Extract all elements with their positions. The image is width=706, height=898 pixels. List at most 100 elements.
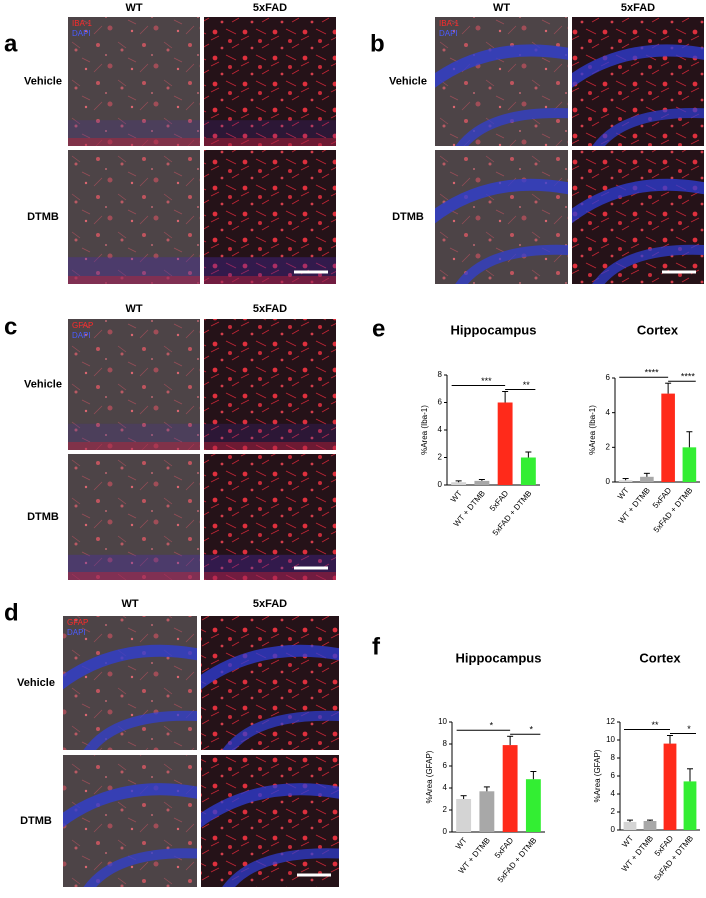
micrograph-image — [68, 319, 200, 450]
chart-title: Cortex — [637, 322, 679, 337]
y-tick-label: 0 — [606, 477, 611, 486]
nuclear-layer — [455, 244, 568, 284]
y-tick-label: 6 — [611, 771, 616, 780]
nuclear-stain — [68, 120, 200, 146]
micrograph — [201, 755, 339, 887]
stain-legend: IBA-1 — [439, 19, 460, 28]
edge-signal — [204, 138, 336, 146]
stain-legend: GFAP — [67, 618, 88, 627]
row-label: Vehicle — [389, 75, 427, 87]
nuclear-layer — [201, 644, 339, 690]
nuclear-stain — [68, 554, 200, 580]
significance-label: **** — [681, 372, 696, 382]
bar — [474, 480, 490, 485]
nuclear-stain — [68, 257, 200, 284]
significance-label: * — [529, 725, 533, 735]
panel-letter: c — [4, 313, 17, 340]
y-tick-label: 0 — [443, 827, 448, 836]
row-label: Vehicle — [24, 75, 62, 87]
y-axis-label: %Area (Iba-1) — [588, 405, 597, 455]
column-header: WT — [125, 303, 142, 315]
x-tick-label: 5xFAD + DTMB — [652, 486, 695, 535]
micrograph-image — [201, 616, 339, 750]
micrograph-image — [63, 755, 197, 887]
edge-signal — [204, 442, 336, 450]
micrograph — [572, 150, 704, 284]
y-tick-label: 10 — [606, 735, 615, 744]
micrograph — [201, 616, 339, 750]
column-header: WT — [493, 2, 510, 14]
bar — [451, 482, 467, 485]
y-axis-label: %Area (Iba-1) — [420, 405, 429, 455]
stain-legend: DAPI — [67, 628, 86, 637]
bar — [520, 457, 536, 485]
edge-signal — [68, 572, 200, 580]
bar — [683, 781, 697, 830]
micrograph-image — [201, 755, 339, 887]
row-label: DTMB — [392, 211, 424, 223]
micrograph — [68, 454, 200, 580]
micrograph — [68, 319, 200, 450]
row-label: Vehicle — [24, 378, 62, 390]
nuclear-stain — [204, 423, 336, 450]
micrograph — [572, 17, 704, 146]
micrograph-image — [204, 17, 336, 146]
nuclear-layer — [572, 44, 704, 88]
micrograph — [63, 616, 197, 750]
column-header: 5xFAD — [253, 303, 287, 315]
x-tick-label: WT — [616, 486, 631, 501]
nuclear-layer — [572, 178, 704, 224]
column-header: 5xFAD — [621, 2, 655, 14]
y-axis-label: %Area (GFAP) — [593, 749, 602, 802]
micrograph-image — [204, 319, 336, 450]
y-tick-label: 6 — [606, 373, 611, 382]
significance-label: **** — [645, 368, 660, 378]
edge-signal — [204, 572, 336, 580]
x-tick-label: WT — [449, 489, 464, 504]
micrograph-image — [68, 454, 200, 580]
row-label: DTMB — [27, 211, 59, 223]
panel-letter: b — [370, 30, 385, 57]
nuclear-layer — [201, 783, 339, 828]
micrograph — [435, 17, 568, 146]
micrograph — [68, 17, 200, 146]
micrograph-image — [572, 17, 704, 146]
significance-label: ** — [523, 380, 531, 390]
nuclear-layer — [455, 108, 568, 146]
edge-signal — [204, 276, 336, 284]
bar — [497, 402, 513, 485]
nuclear-layer — [63, 783, 197, 828]
nuclear-layer — [435, 44, 568, 88]
y-axis-label: %Area (GFAP) — [425, 750, 434, 803]
chart-title: Hippocampus — [451, 322, 537, 337]
bar — [623, 821, 637, 830]
nuclear-layer — [592, 108, 704, 146]
micrograph-image — [572, 150, 704, 284]
bar — [502, 745, 518, 832]
nuclear-layer — [222, 710, 339, 750]
y-tick-label: 4 — [611, 789, 616, 798]
significance-label: ** — [651, 720, 659, 730]
y-tick-label: 8 — [438, 370, 443, 379]
row-label: DTMB — [20, 815, 52, 827]
micrograph — [204, 454, 336, 580]
y-tick-label: 2 — [438, 453, 443, 462]
edge-signal — [68, 138, 200, 146]
y-tick-label: 4 — [443, 783, 448, 792]
bar — [682, 447, 697, 482]
bar — [525, 779, 541, 832]
panel-letter: d — [4, 599, 19, 626]
nuclear-layer — [435, 178, 568, 224]
nuclear-stain — [68, 423, 200, 450]
row-label: Vehicle — [17, 677, 55, 689]
panel-letter: e — [372, 315, 385, 342]
bar — [479, 791, 495, 832]
micrograph-image — [204, 454, 336, 580]
edge-signal — [68, 442, 200, 450]
stain-legend: DAPI — [439, 29, 458, 38]
nuclear-layer — [63, 644, 197, 690]
y-tick-label: 6 — [443, 761, 448, 770]
significance-label: * — [490, 721, 494, 731]
chart-title: Cortex — [639, 650, 681, 665]
